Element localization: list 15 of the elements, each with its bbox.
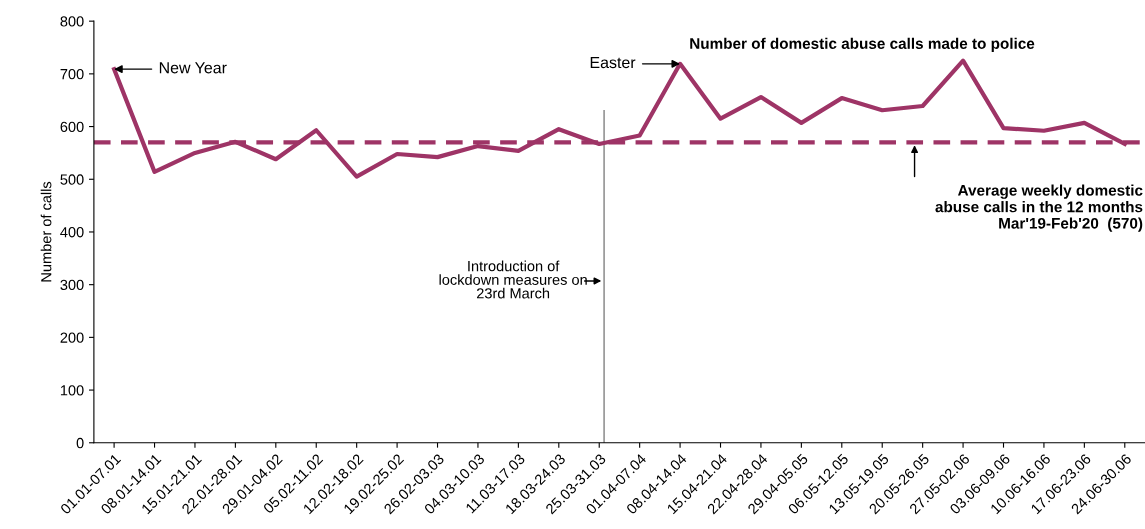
ref-line-label: Introduction of lockdown measures on 23rd March [439, 260, 587, 299]
y-tick-label: 500 [60, 174, 84, 185]
y-tick-label: 200 [60, 332, 84, 343]
ref-line-label: Average weekly domestic abuse calls in the 12 months Mar'19-Feb'20 (570) [935, 184, 1143, 232]
annotation: Easter [590, 56, 636, 69]
y-tick-label: 0 [76, 437, 84, 449]
series-label: Number of domestic abuse calls made to police [690, 37, 1035, 52]
y-tick-label: 700 [60, 68, 84, 80]
y-tick-label: 600 [60, 121, 84, 132]
y-tick-label: 400 [60, 227, 84, 238]
y-axis-title: Number of calls [40, 181, 52, 282]
annotation: New Year [159, 62, 227, 74]
y-tick-label: 800 [60, 16, 84, 27]
y-tick-label: 100 [60, 385, 84, 396]
y-tick-label: 300 [60, 279, 84, 291]
